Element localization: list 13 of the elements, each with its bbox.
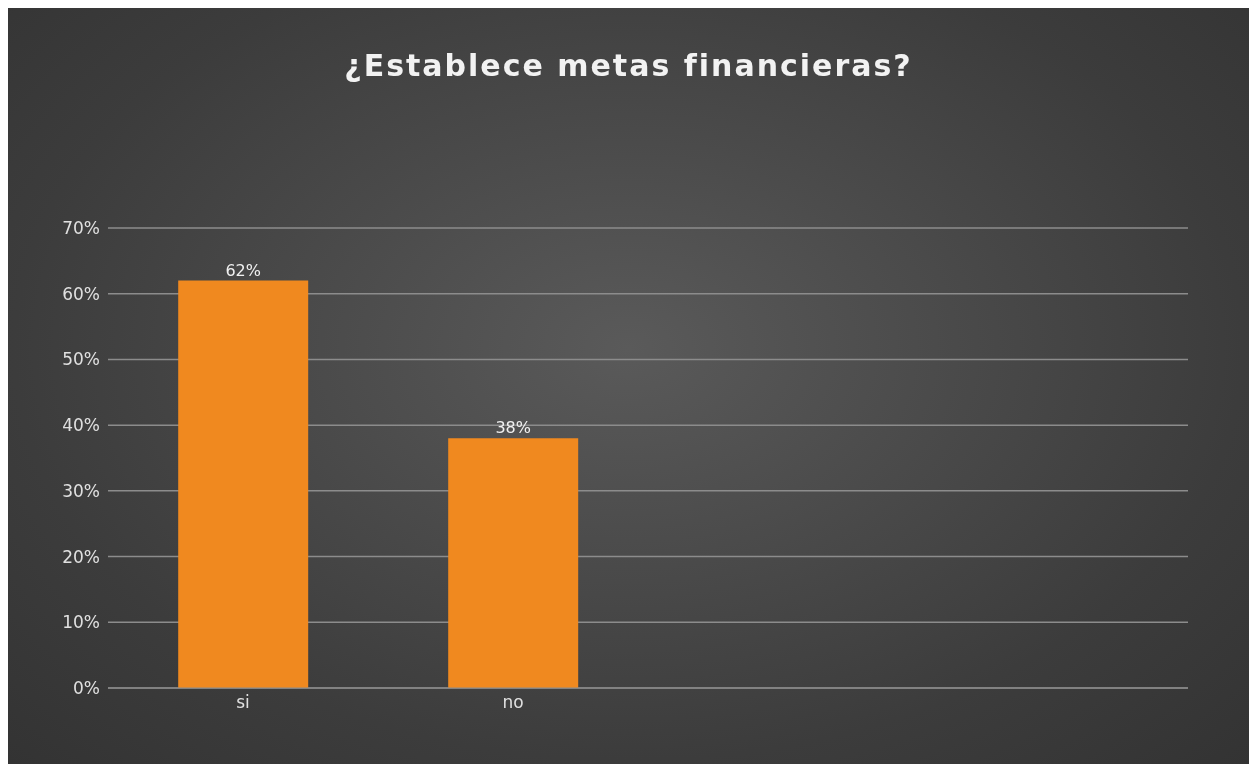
y-tick-label: 60% [62,283,100,304]
y-tick-label: 20% [62,546,100,567]
data-label: 62% [225,260,261,280]
y-tick-label: 70% [62,218,100,239]
x-tick-label: si [236,692,250,713]
y-tick-label: 10% [62,612,100,633]
y-tick-label: 30% [62,480,100,501]
y-tick-label: 0% [73,678,100,699]
y-tick-label: 40% [62,415,100,436]
y-tick-label: 50% [62,349,100,370]
chart-title: ¿Establece metas financieras? [343,48,914,83]
x-tick-label: no [502,692,524,713]
data-label: 38% [495,418,531,438]
